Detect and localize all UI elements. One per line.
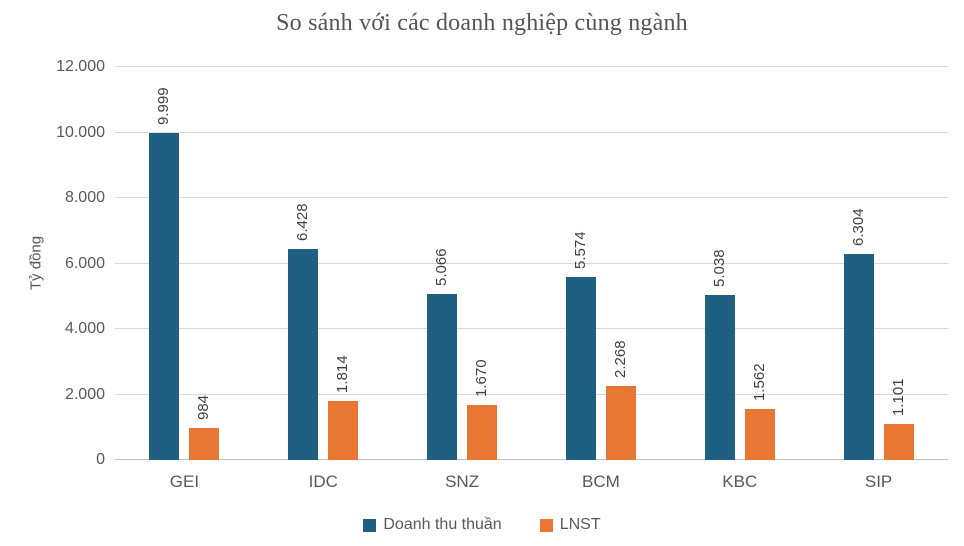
bar-value-label: 984	[195, 394, 213, 420]
bar-lnst	[328, 400, 359, 460]
plot-area: 0 2.000 4.000 6.000 8.000 10.000 12.000 9.999 98…	[56, 58, 948, 491]
bar-value-label: 1.562	[750, 363, 768, 401]
x-category-label-kbc: KBC	[722, 472, 758, 491]
bar-value-label: 9.999	[155, 87, 173, 125]
y-tick-label: 6.000	[64, 254, 105, 272]
bar-lnst	[744, 408, 775, 460]
gridline	[115, 328, 948, 330]
legend-label: LNST	[559, 516, 601, 533]
gridline	[115, 66, 948, 67]
legend-swatch-icon	[363, 518, 377, 532]
legend: Doanh thu thuần LNST	[0, 516, 964, 534]
legend-item-doanh-thu-thuan: Doanh thu thuần	[363, 516, 502, 534]
bar-lnst	[467, 405, 498, 460]
x-category-label-gei: GEI	[169, 472, 200, 491]
bar-value-label: 5.066	[433, 248, 451, 287]
bar-value-label: 1.670	[473, 359, 491, 398]
bar-lnst	[189, 427, 220, 460]
legend-label: Doanh thu thuần	[383, 516, 502, 533]
bar-doanh-thu-thuan	[565, 277, 596, 460]
x-axis-line	[115, 459, 948, 460]
bar-doanh-thu-thuan	[843, 253, 874, 460]
y-tick-label: 2.000	[64, 385, 105, 403]
bar-value-label: 6.304	[849, 208, 867, 246]
y-tick-label: 10.000	[56, 123, 105, 141]
gridline	[115, 131, 948, 133]
bar-value-label: 5.038	[710, 249, 728, 288]
bar-doanh-thu-thuan	[149, 132, 180, 460]
bar-value-label: 1.814	[334, 355, 352, 393]
bar-doanh-thu-thuan	[288, 249, 319, 460]
x-category-label-snz: SNZ	[445, 472, 480, 491]
legend-swatch-icon	[539, 518, 553, 532]
gridline	[115, 393, 948, 395]
bar-value-label: 5.574	[571, 231, 589, 270]
x-category-label-sip: SIP	[864, 472, 893, 491]
chart-title: So sánh với các doanh nghiệp cùng ngành	[276, 10, 688, 36]
gridline	[115, 197, 948, 199]
legend-item-lnst: LNST	[539, 516, 601, 534]
bar-value-label: 2.268	[611, 340, 629, 378]
bar-doanh-thu-thuan	[427, 294, 458, 460]
gridline	[115, 262, 948, 264]
bar-value-label: 6.428	[294, 203, 312, 242]
bar-doanh-thu-thuan	[704, 295, 735, 460]
bar-lnst	[605, 385, 636, 460]
x-category-label-bcm: BCM	[582, 472, 620, 491]
bar-lnst	[883, 423, 914, 460]
y-tick-label: 8.000	[64, 189, 105, 207]
y-tick-label: 0	[96, 451, 105, 468]
y-tick-label: 4.000	[64, 320, 105, 338]
y-axis-title: Tỷ đồng	[27, 235, 45, 291]
y-tick-label: 12.000	[56, 58, 105, 75]
bar-value-label: 1.101	[889, 378, 907, 416]
x-category-label-idc: IDC	[308, 472, 338, 491]
